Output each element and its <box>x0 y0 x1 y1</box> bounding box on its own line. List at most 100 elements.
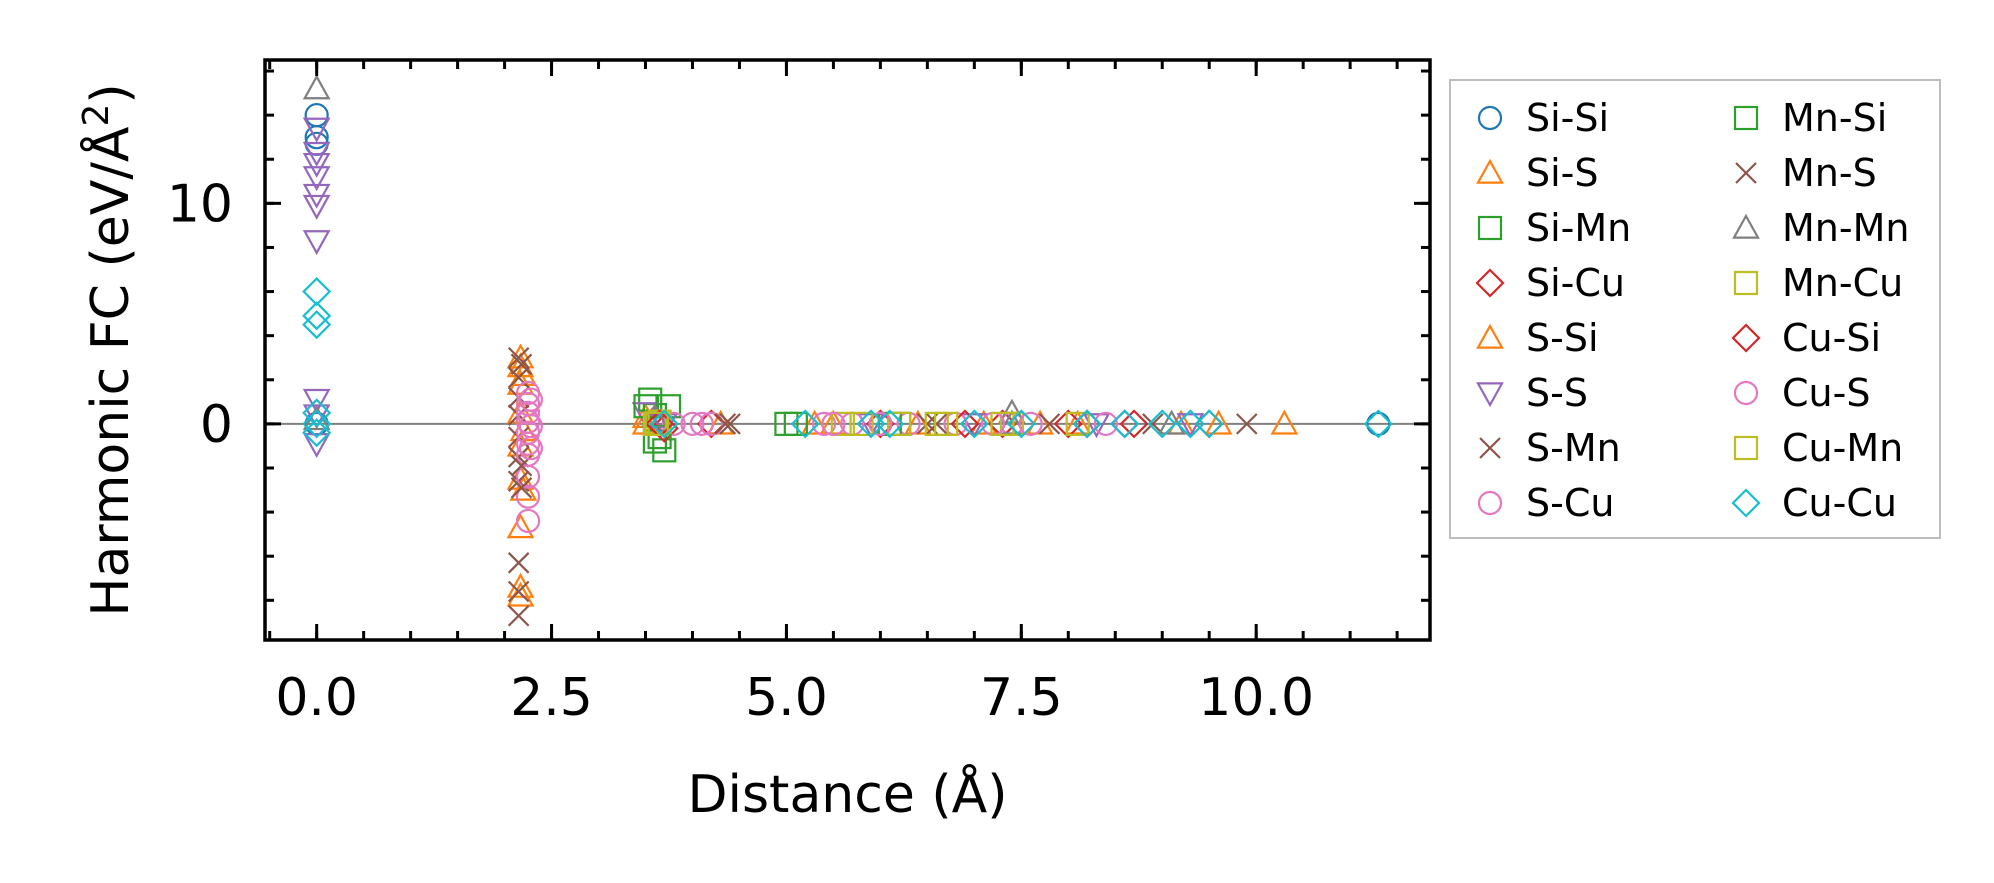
data-point-cu-s-4 <box>821 411 846 436</box>
data-point-s-mn-7-stroke-b <box>507 552 530 574</box>
data-point-cu-cu-7 <box>790 409 820 439</box>
series-cu-cu <box>302 277 1393 448</box>
legend-item-s-si: S-Si <box>1476 316 1599 360</box>
data-point-s-mn-10-stroke-b <box>719 413 741 435</box>
legend-item-si-s: Si-S <box>1476 151 1599 195</box>
data-point-s-mn-1 <box>507 366 530 389</box>
data-point-cu-cu-17 <box>1363 409 1393 439</box>
data-point-s-mn-11-stroke-b <box>925 413 948 435</box>
legend-marker-mn-s <box>1735 162 1757 184</box>
data-point-mn-mn-4 <box>998 409 1026 435</box>
legend-marker-mn-s-stroke-b <box>1735 162 1757 184</box>
data-point-s-mn-5-stroke-b <box>507 446 530 468</box>
x-axis-title: Distance (Å) <box>687 763 1007 825</box>
data-point-s-s-9 <box>302 433 331 458</box>
legend-label-s-si: S-Si <box>1526 316 1599 360</box>
data-point-s-s-3 <box>302 166 331 192</box>
legend-label-cu-cu: Cu-Cu <box>1782 481 1897 525</box>
data-point-s-mn-8-stroke-b <box>507 580 530 603</box>
data-point-s-cu-13 <box>811 411 837 436</box>
data-point-si-mn-4 <box>656 394 682 419</box>
data-point-cu-cu-13 <box>1110 409 1140 439</box>
series-cu-mn <box>644 411 1015 436</box>
x-tick-label: 7.5 <box>980 668 1063 728</box>
data-point-s-s-5 <box>302 194 331 220</box>
data-point-s-s-6 <box>302 230 331 256</box>
data-point-cu-cu-10 <box>959 409 989 439</box>
data-point-cu-cu-12 <box>1072 409 1102 439</box>
data-point-s-mn-7 <box>507 552 530 574</box>
legend-marker-cu-cu <box>1731 488 1761 518</box>
x-tick-label: 5.0 <box>745 668 828 728</box>
data-point-cu-mn-0 <box>644 411 669 436</box>
y-axis-title-superscript: 2 <box>76 104 117 127</box>
data-point-s-mn-13 <box>1236 413 1258 435</box>
legend-label-cu-si: Cu-Si <box>1782 316 1881 360</box>
data-point-mn-s-0-stroke-b <box>510 353 533 376</box>
data-point-s-mn-9-stroke-b <box>507 604 530 627</box>
data-point-s-cu-9 <box>515 508 541 534</box>
legend-label-mn-mn: Mn-Mn <box>1782 206 1909 250</box>
legend-label-s-s: S-S <box>1526 371 1588 415</box>
data-point-mn-cu-3 <box>887 411 912 436</box>
data-point-s-mn-11 <box>925 413 948 435</box>
legend-marker-mn-cu <box>1733 270 1759 296</box>
data-point-cu-cu-9 <box>875 409 905 439</box>
y-axis-title: Harmonic FC (eV/Å2) <box>76 83 142 616</box>
legend-label-cu-s: Cu-S <box>1782 371 1870 415</box>
legend-item-cu-cu: Cu-Cu <box>1731 481 1897 525</box>
data-point-s-cu-8 <box>515 484 541 509</box>
y-axis-title-close: ) <box>81 83 141 103</box>
legend-item-mn-cu: Mn-Cu <box>1733 261 1903 305</box>
legend-marker-si-s <box>1476 158 1504 184</box>
legend-label-cu-mn: Cu-Mn <box>1782 426 1903 470</box>
legend-label-si-s: Si-S <box>1526 151 1599 195</box>
data-point-cu-cu-4 <box>302 409 332 439</box>
legend-marker-cu-mn <box>1733 435 1759 461</box>
data-point-s-mn-5 <box>507 446 530 468</box>
plot-frame <box>263 58 1432 642</box>
data-point-s-mn-12 <box>1038 413 1061 435</box>
data-point-si-si-1 <box>304 125 329 150</box>
legend-marker-s-s <box>1476 382 1504 408</box>
data-point-s-mn-9 <box>507 604 530 627</box>
data-point-mn-s-4-stroke-b <box>916 413 939 435</box>
x-tick-label: 0.0 <box>275 668 358 728</box>
y-axis-title-main: Harmonic FC (eV/Å <box>79 126 141 617</box>
data-point-cu-cu-16 <box>1194 409 1224 439</box>
data-point-si-s-14 <box>1063 409 1092 435</box>
legend-label-si-cu: Si-Cu <box>1526 261 1625 305</box>
data-point-cu-s-3 <box>689 411 714 436</box>
y-tick-label: 10 <box>167 174 233 234</box>
ticks <box>265 60 1430 640</box>
legend-marker-si-si <box>1477 105 1503 131</box>
legend-marker-s-mn <box>1479 437 1501 459</box>
data-point-cu-mn-3 <box>990 411 1015 436</box>
legend-item-mn-mn: Mn-Mn <box>1732 206 1909 250</box>
y-tick-label: 0 <box>200 395 233 455</box>
legend-item-si-mn: Si-Mn <box>1477 206 1631 250</box>
data-point-s-si-4 <box>800 409 829 435</box>
data-point-s-cu-11 <box>680 411 705 436</box>
data-point-mn-s-2 <box>510 477 533 499</box>
legend-marker-si-cu <box>1475 268 1505 298</box>
legend-marker-s-mn-stroke-b <box>1479 437 1501 459</box>
data-point-s-mn-12-stroke-b <box>1038 413 1061 435</box>
data-point-s-mn-0-stroke-b <box>507 346 530 369</box>
data-points <box>302 74 1393 627</box>
data-point-s-cu-18 <box>1093 411 1118 436</box>
data-point-cu-cu-11 <box>1006 409 1036 439</box>
legend-label-si-si: Si-Si <box>1526 96 1609 140</box>
legend-marker-s-si <box>1476 323 1504 349</box>
legend-item-cu-mn: Cu-Mn <box>1733 426 1903 470</box>
data-point-s-cu-5 <box>515 431 541 456</box>
data-point-si-si-4 <box>1366 411 1391 436</box>
legend-item-cu-si: Cu-Si <box>1731 316 1881 360</box>
series-s-cu <box>515 380 1118 534</box>
data-point-mn-s-5-stroke-b <box>1142 413 1164 435</box>
legend-marker-cu-s <box>1733 380 1759 406</box>
data-point-cu-s-0 <box>518 387 543 412</box>
data-point-cu-si-3 <box>1119 409 1149 439</box>
data-point-mn-si-2 <box>783 411 808 436</box>
